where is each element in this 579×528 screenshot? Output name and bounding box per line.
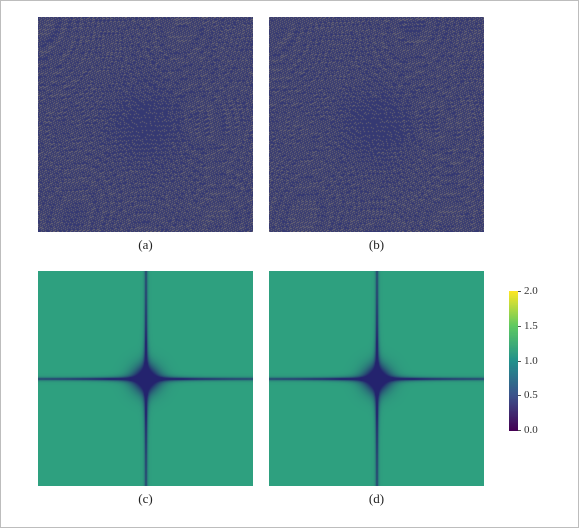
panel-d-field-image: [269, 271, 484, 486]
panel-b-caption: (b): [368, 237, 385, 252]
panel-c-field-image: [38, 271, 253, 486]
colorbar-tick-mark: [518, 291, 521, 292]
colorbar-gradient: [509, 291, 518, 431]
panel-c-caption: (c): [138, 491, 153, 506]
colorbar-tick-label: 2.0: [524, 285, 538, 297]
colorbar-tick-mark: [518, 430, 521, 431]
colorbar-tick-label: 1.5: [524, 319, 538, 332]
colorbar-tick-label: 1.0: [524, 354, 538, 367]
colorbar: 0.0 0.5 1.0 1.5 2.0: [503, 285, 573, 437]
panel-b-pattern-image: [269, 17, 484, 232]
colorbar-tick-label: 0.0: [524, 424, 538, 436]
panel-d-caption: (d): [368, 491, 385, 506]
colorbar-tick-mark: [518, 325, 521, 327]
panel-a-caption: (a): [138, 237, 153, 252]
colorbar-tick-mark: [518, 360, 521, 362]
panel-a-pattern-image: [38, 17, 253, 232]
colorbar-tick-mark: [518, 395, 521, 397]
colorbar-tick-label: 0.5: [524, 389, 538, 402]
